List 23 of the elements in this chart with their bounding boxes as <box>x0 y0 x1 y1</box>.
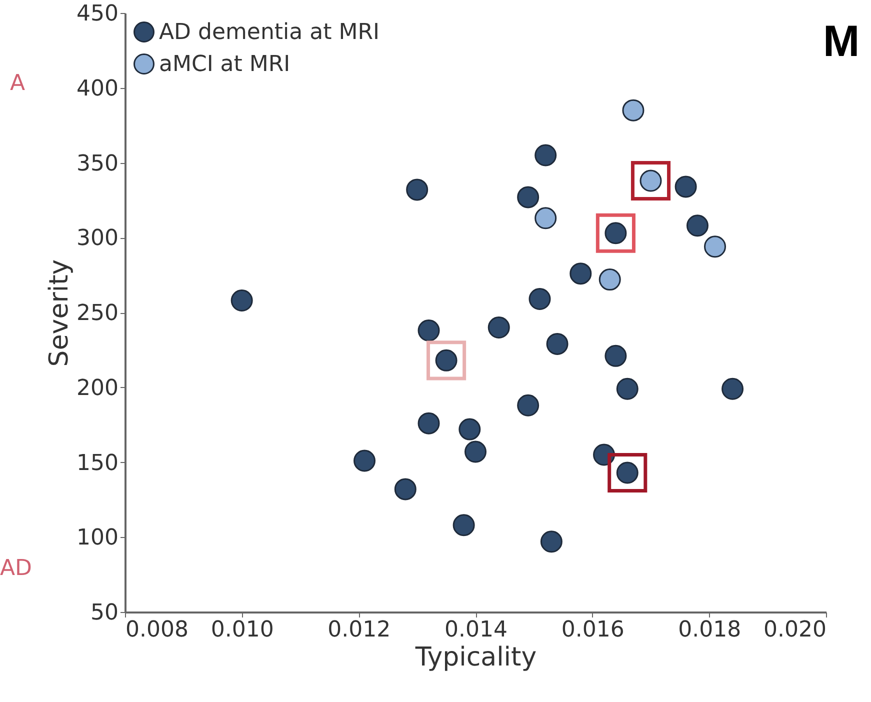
x-tick-label: 0.010 <box>210 618 274 642</box>
y-tick-label: 350 <box>76 151 118 176</box>
y-tick-label: 250 <box>76 301 118 326</box>
x-axis-title: Typicality <box>414 642 537 672</box>
text: AD <box>0 556 32 581</box>
x-tick-label: 0.020 <box>764 618 826 642</box>
x-tick-label: 0.018 <box>678 618 742 642</box>
y-axis-title: Severity <box>44 259 75 367</box>
y-tick-label: 400 <box>76 76 118 102</box>
text: A <box>10 71 26 96</box>
legend-label: AD dementia at MRI <box>159 20 380 45</box>
x-tick-label: 0.008 <box>126 618 188 642</box>
x-tick-label: 0.012 <box>328 618 391 642</box>
x-tick-label: 0.016 <box>561 618 624 642</box>
y-tick-label: 100 <box>76 526 118 551</box>
x-tick-label: 0.014 <box>444 618 508 642</box>
chart-title: M <box>823 17 860 66</box>
y-tick-label: 450 <box>76 2 118 26</box>
y-tick-label: 150 <box>76 450 118 476</box>
legend-label: aMCI at MRI <box>159 52 290 77</box>
y-tick-label: 50 <box>90 600 118 626</box>
y-tick-label: 200 <box>76 376 118 401</box>
y-tick-label: 300 <box>76 226 118 252</box>
